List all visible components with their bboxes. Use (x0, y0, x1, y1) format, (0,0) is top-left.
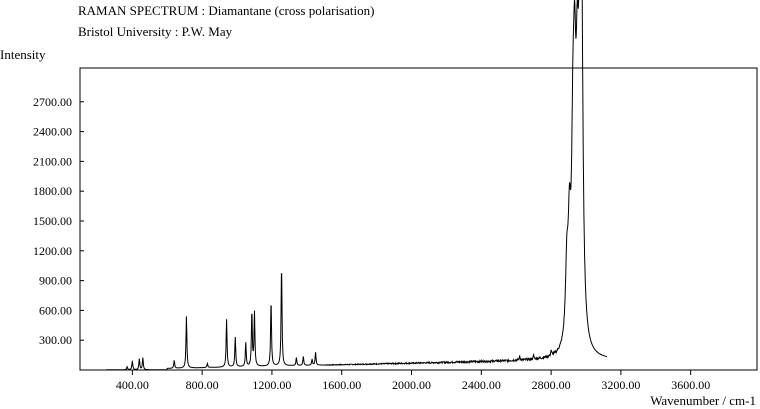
spectrum-line (106, 0, 608, 371)
x-tick-label: 1600.00 (322, 378, 361, 392)
plot-frame (79, 67, 758, 371)
y-tick-label: 2700.00 (33, 95, 72, 109)
chart-title: RAMAN SPECTRUM : Diamantane (cross polar… (78, 3, 375, 18)
chart-subtitle: Bristol University : P.W. May (78, 24, 233, 39)
y-axis-label: Intensity (0, 47, 46, 62)
x-tick-label: 2800.00 (532, 378, 571, 392)
x-tick-label: 3200.00 (601, 378, 640, 392)
y-tick-label: 2400.00 (33, 125, 72, 139)
y-tick-label: 2100.00 (33, 154, 72, 168)
x-axis-label: Wavenumber / cm-1 (650, 393, 756, 408)
y-tick-label: 300.00 (39, 333, 72, 347)
x-axis: 400.00 800.00 1200.00 1600.00 2000.00 2400.00… (116, 370, 710, 392)
y-tick-label: 1200.00 (33, 244, 72, 258)
x-tick-label: 2400.00 (462, 378, 501, 392)
x-tick-label: 3600.00 (671, 378, 710, 392)
x-tick-label: 800.00 (186, 378, 219, 392)
y-tick-label: 1500.00 (33, 214, 72, 228)
y-tick-label: 1800.00 (33, 184, 72, 198)
x-tick-label: 1200.00 (252, 378, 291, 392)
x-tick-label: 400.00 (116, 378, 149, 392)
y-tick-label: 600.00 (39, 303, 72, 317)
y-tick-label: 900.00 (39, 274, 72, 288)
y-axis: 300.00 600.00 900.00 1200.00 1500.00 1800.00 2… (33, 95, 84, 347)
x-tick-label: 2000.00 (392, 378, 431, 392)
